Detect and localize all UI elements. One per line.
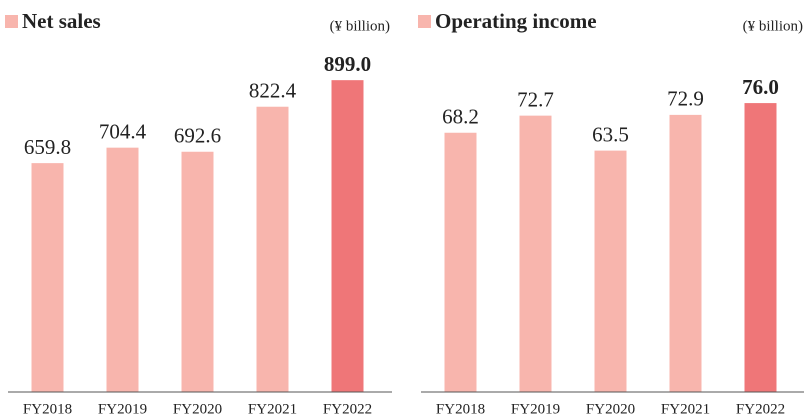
x-tick-label: FY2022	[323, 401, 372, 417]
x-tick-label: FY2022	[736, 401, 785, 417]
x-tick-label: FY2021	[248, 401, 297, 417]
chart-title: Net sales	[22, 9, 101, 33]
value-label: 704.4	[99, 119, 147, 143]
value-label: 76.0	[742, 75, 779, 99]
chart-title: Operating income	[435, 9, 597, 33]
bar	[106, 147, 139, 392]
legend-marker	[5, 15, 18, 28]
unit-label: (¥ billion)	[743, 18, 803, 34]
unit-label: (¥ billion)	[330, 18, 390, 34]
bar	[331, 80, 364, 393]
bar	[31, 163, 64, 392]
bar	[744, 103, 777, 393]
value-label: 692.6	[174, 124, 221, 148]
x-tick-label: FY2021	[661, 401, 710, 417]
value-label: 72.7	[517, 87, 554, 111]
bar	[181, 151, 214, 392]
x-tick-label: FY2018	[23, 401, 72, 417]
value-label: 63.5	[592, 122, 629, 146]
value-label: 72.9	[667, 87, 704, 111]
value-label: 68.2	[442, 105, 479, 129]
bar	[256, 106, 289, 392]
value-label: 822.4	[249, 79, 297, 103]
value-label: 899.0	[324, 52, 371, 76]
x-tick-label: FY2020	[586, 401, 635, 417]
bar	[519, 115, 552, 392]
x-tick-label: FY2020	[173, 401, 222, 417]
x-tick-label: FY2018	[436, 401, 485, 417]
legend-marker	[418, 15, 431, 28]
bar	[669, 114, 702, 393]
value-label: 659.8	[24, 135, 71, 159]
bar	[594, 150, 627, 392]
x-tick-label: FY2019	[511, 401, 560, 417]
bar	[444, 132, 477, 392]
x-tick-label: FY2019	[98, 401, 147, 417]
